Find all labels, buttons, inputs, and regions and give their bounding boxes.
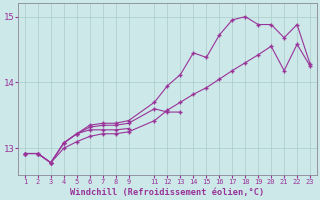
X-axis label: Windchill (Refroidissement éolien,°C): Windchill (Refroidissement éolien,°C) [70, 188, 265, 197]
